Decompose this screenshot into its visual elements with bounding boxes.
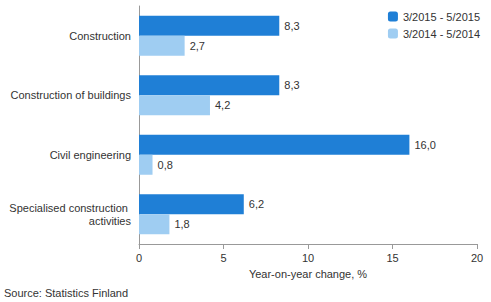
svg-text:0: 0 <box>136 252 142 264</box>
svg-text:5: 5 <box>220 252 226 264</box>
svg-text:4,2: 4,2 <box>215 99 230 111</box>
svg-text:1,8: 1,8 <box>174 218 189 230</box>
svg-text:Specialised construction: Specialised construction <box>9 202 131 214</box>
svg-text:Source: Statistics Finland: Source: Statistics Finland <box>4 287 128 299</box>
svg-text:15: 15 <box>386 252 398 264</box>
svg-text:16,0: 16,0 <box>414 139 435 151</box>
svg-text:6,2: 6,2 <box>249 198 264 210</box>
svg-text:Year-on-year change, %: Year-on-year change, % <box>249 268 367 280</box>
svg-text:activities: activities <box>89 215 132 227</box>
svg-text:8,3: 8,3 <box>284 79 299 91</box>
svg-text:Civil engineering: Civil engineering <box>50 149 131 161</box>
svg-text:2,7: 2,7 <box>190 40 205 52</box>
svg-text:8,3: 8,3 <box>284 20 299 32</box>
svg-text:Construction: Construction <box>69 30 131 42</box>
svg-text:Construction of buildings: Construction of buildings <box>11 89 132 101</box>
svg-text:10: 10 <box>302 252 314 264</box>
svg-text:20: 20 <box>471 252 483 264</box>
svg-text:3/2015 - 5/2015: 3/2015 - 5/2015 <box>403 11 480 23</box>
svg-text:0,8: 0,8 <box>158 159 173 171</box>
svg-text:3/2014 - 5/2014: 3/2014 - 5/2014 <box>403 28 480 40</box>
